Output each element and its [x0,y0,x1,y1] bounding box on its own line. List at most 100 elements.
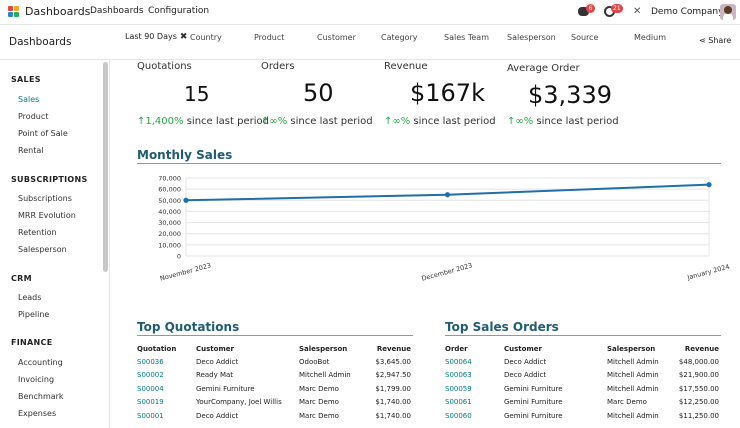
record-link[interactable]: S00064 [445,357,472,366]
record-link[interactable]: S00061 [445,398,472,407]
kpi-quotations-suffix: since last period [186,116,269,127]
apps-icon[interactable] [8,6,19,17]
sidebar-item-point-of-sale[interactable]: Point of Sale [18,129,68,138]
revenue-cell: $12,250.00 [678,398,719,407]
section-divider [445,335,721,336]
table-row[interactable]: S00064 Deco Addict Mitchell Admin $48,000.0… [445,355,719,369]
table-row[interactable]: S00002 Ready Mat Mitchell Admin $2,947.50 [137,369,411,383]
table-row[interactable]: S00059 Gemini Furniture Mitchell Admin $17,… [445,382,719,396]
table-row[interactable]: S00001 Deco Addict Marc Demo $1,740.00 [137,409,411,423]
top-quotations-title: Top Quotations [137,320,240,334]
sidebar-group-sales: SALES [11,75,41,84]
column-header-revenue[interactable]: Revenue [684,345,719,353]
revenue-cell: $17,550.00 [678,384,719,393]
kpi-average-order-suffix: since last period [536,116,619,127]
salesperson-cell: Mitchell Admin [607,384,659,393]
record-link[interactable]: S00002 [137,371,164,380]
filter-product[interactable]: Product [254,33,285,42]
data-point [706,182,712,188]
column-header-salesperson[interactable]: Salesperson [299,345,348,353]
table-row[interactable]: S00019 YourCompany, Joel Willis Marc Demo $… [137,396,411,410]
activity-badge: 21 [611,4,623,13]
kpi-average-order-change: ∞% [515,116,534,127]
filter-salesperson[interactable]: Salesperson [507,33,556,42]
sidebar-scrollbar[interactable] [103,62,108,272]
record-link[interactable]: S00019 [137,398,164,407]
record-link[interactable]: S00059 [445,384,472,393]
filter-country[interactable]: Country [190,33,222,42]
share-button[interactable]: ⋖ Share [699,36,731,45]
dashboard-main: Quotations 15 ↑1,400% since last period … [110,60,740,428]
revenue-cell: $2,947.50 [375,371,411,380]
company-switcher[interactable]: Demo Company [651,7,724,17]
facet-remove-icon[interactable]: ✖ [179,32,188,42]
filter-customer[interactable]: Customer [317,33,356,42]
tools-icon[interactable]: ✕ [633,6,642,17]
menu-dashboards[interactable]: Dashboards [90,6,144,16]
trend-up-icon: ↑ [384,116,393,127]
column-header-quotation[interactable]: Quotation [137,345,177,353]
table-row[interactable]: S00061 Gemini Furniture Marc Demo $12,250.0… [445,396,719,410]
revenue-cell: $11,250.00 [678,411,719,420]
kpi-average-order-trend: ↑∞% since last period [507,116,619,127]
record-link[interactable]: S00036 [137,357,164,366]
kpi-orders-suffix: since last period [290,116,373,127]
trend-up-icon: ↑ [261,116,270,127]
column-header-salesperson[interactable]: Salesperson [607,345,656,353]
customer-cell: Deco Addict [504,371,547,380]
table-row[interactable]: S00063 Deco Addict Mitchell Admin $21,900.0… [445,369,719,383]
sidebar-item-accounting[interactable]: Accounting [18,358,63,367]
sidebar-item-mrr-evolution[interactable]: MRR Evolution [18,211,76,220]
chat-icon[interactable] [578,7,589,16]
filter-sales-team[interactable]: Sales Team [444,33,489,42]
sidebar-item-rental[interactable]: Rental [18,146,44,155]
filter-medium[interactable]: Medium [634,33,666,42]
filter-source[interactable]: Source [571,33,599,42]
sidebar-item-leads[interactable]: Leads [18,293,42,302]
trend-up-icon: ↑ [137,116,146,127]
app-title[interactable]: Dashboards [25,5,91,18]
filter-category[interactable]: Category [381,33,418,42]
column-header-revenue[interactable]: Revenue [376,345,411,353]
monthly-sales-chart: 0 10,000 20,000 30,000 40,000 50,000 60,000 70,… [158,175,731,283]
column-header-order[interactable]: Order [445,345,468,353]
kpi-orders-change: ∞% [269,116,288,127]
kpi-average-order-title: Average Order [507,63,580,74]
x-tick-label: January 2024 [686,263,731,282]
record-link[interactable]: S00001 [137,411,164,420]
x-tick-label: December 2023 [421,261,474,282]
avatar[interactable] [720,4,736,20]
sidebar-item-sales[interactable]: Sales [18,95,40,104]
record-link[interactable]: S00004 [137,384,164,393]
record-link[interactable]: S00060 [445,411,472,420]
sidebar-item-invoicing[interactable]: Invoicing [18,375,55,384]
sidebar-item-product[interactable]: Product [18,112,49,121]
revenue-cell: $48,000.00 [678,357,719,366]
control-panel: Dashboards Last 90 Days ✖ Country Product… [0,25,740,60]
table-row[interactable]: S00060 Gemini Furniture Mitchell Admin $11,… [445,409,719,423]
menu-configuration[interactable]: Configuration [148,6,210,16]
revenue-cell: $1,740.00 [375,398,411,407]
chat-badge: 6 [586,4,595,13]
salesperson-cell: Marc Demo [299,384,339,393]
customer-cell: Deco Addict [196,357,239,366]
sidebar-item-expenses[interactable]: Expenses [18,409,57,418]
table-row[interactable]: S00004 Gemini Furniture Marc Demo $1,799.00 [137,382,411,396]
search-facet[interactable]: Last 90 Days ✖ [125,32,187,42]
y-tick-label: 10,000 [158,241,181,249]
sidebar-item-retention[interactable]: Retention [18,228,57,237]
table-header-row: Order Customer Salesperson Revenue [445,343,719,355]
kpi-revenue-change: ∞% [392,116,411,127]
sidebar-item-pipeline[interactable]: Pipeline [18,310,50,319]
top-navbar: Dashboards Dashboards Configuration 6 21… [0,0,740,25]
column-header-customer[interactable]: Customer [196,345,234,353]
table-row[interactable]: S00036 Deco Addict OdooBot $3,645.00 [137,355,411,369]
sidebar-item-salesperson[interactable]: Salesperson [18,245,67,254]
kpi-orders-value: 50 [303,79,334,107]
kpi-quotations-title: Quotations [137,61,192,72]
sidebar-item-subscriptions[interactable]: Subscriptions [18,194,72,203]
customer-cell: Gemini Furniture [504,398,563,407]
column-header-customer[interactable]: Customer [504,345,542,353]
record-link[interactable]: S00063 [445,371,472,380]
sidebar-item-benchmark[interactable]: Benchmark [18,392,64,401]
